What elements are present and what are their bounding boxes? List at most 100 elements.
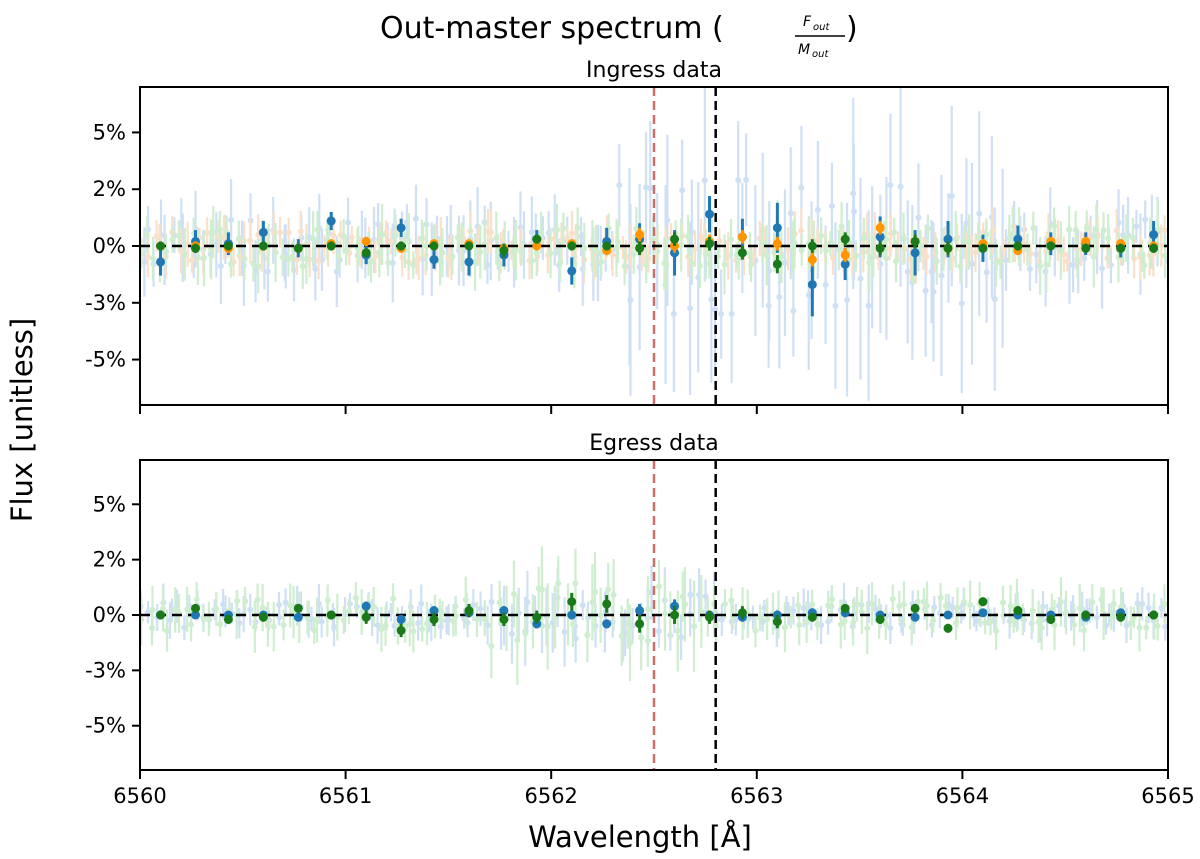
background-point xyxy=(311,627,318,634)
data-point xyxy=(567,266,577,276)
background-point xyxy=(315,257,322,264)
background-point xyxy=(1057,598,1064,605)
background-point xyxy=(696,262,703,269)
background-point xyxy=(725,252,732,259)
background-point xyxy=(379,231,386,238)
data-point xyxy=(705,239,715,249)
background-point xyxy=(287,602,294,609)
background-point xyxy=(160,605,167,612)
background-point xyxy=(721,600,728,607)
background-point xyxy=(569,230,576,237)
background-point xyxy=(236,620,243,627)
background-point xyxy=(791,240,798,247)
background-point xyxy=(175,232,182,239)
background-point xyxy=(1123,234,1130,241)
background-point xyxy=(477,248,484,255)
data-point xyxy=(1116,243,1126,253)
background-point xyxy=(415,255,422,262)
data-point xyxy=(807,255,817,265)
background-point xyxy=(735,177,742,184)
background-point xyxy=(854,601,861,608)
background-point xyxy=(728,236,735,243)
background-point xyxy=(869,600,876,607)
data-point xyxy=(567,241,577,251)
background-point xyxy=(205,615,212,622)
background-point xyxy=(514,637,521,644)
background-point xyxy=(896,603,903,610)
background-point xyxy=(389,260,396,267)
background-point xyxy=(418,600,425,607)
data-point xyxy=(396,223,406,233)
background-point xyxy=(314,226,321,233)
background-point xyxy=(293,256,300,263)
background-point xyxy=(997,259,1004,266)
background-point xyxy=(589,599,596,606)
background-point xyxy=(346,608,353,615)
background-point xyxy=(200,616,207,623)
background-point xyxy=(1145,604,1152,611)
y-tick-label: -3% xyxy=(85,291,126,315)
background-point xyxy=(805,292,812,299)
background-point xyxy=(718,310,725,317)
data-point xyxy=(499,606,509,616)
y-tick-label: -5% xyxy=(85,348,126,372)
background-point xyxy=(987,619,994,626)
background-point xyxy=(1141,262,1148,269)
background-point xyxy=(1133,223,1140,230)
background-point xyxy=(390,595,397,602)
background-point xyxy=(572,580,579,587)
panel-title-ingress: Ingress data xyxy=(586,58,722,83)
background-point xyxy=(1035,618,1042,625)
background-point xyxy=(891,229,898,236)
background-point xyxy=(194,254,201,261)
data-point xyxy=(464,257,474,267)
background-point xyxy=(691,245,698,252)
y-tick-label: 2% xyxy=(93,177,126,201)
background-point xyxy=(508,630,515,637)
background-point xyxy=(830,254,837,261)
data-point xyxy=(223,614,233,624)
data-point xyxy=(705,612,715,622)
background-point xyxy=(348,234,355,241)
background-point xyxy=(242,598,249,605)
background-point xyxy=(591,589,598,596)
background-point xyxy=(314,616,321,623)
background-point xyxy=(524,599,531,606)
background-point xyxy=(716,237,723,244)
background-point xyxy=(835,246,842,253)
background-point xyxy=(803,619,810,626)
title-fraction-denominator-sub: out xyxy=(812,49,829,60)
data-point xyxy=(293,612,303,622)
background-point xyxy=(169,236,176,243)
background-point xyxy=(387,238,394,245)
background-point xyxy=(678,634,685,641)
data-point xyxy=(156,610,166,620)
background-point xyxy=(973,618,980,625)
data-point xyxy=(978,243,988,253)
background-point xyxy=(418,235,425,242)
background-point xyxy=(141,258,148,265)
data-point xyxy=(737,232,747,242)
background-point xyxy=(1029,607,1036,614)
background-point xyxy=(948,193,955,200)
background-point xyxy=(247,237,254,244)
background-point xyxy=(814,206,821,213)
background-point xyxy=(1076,605,1083,612)
background-point xyxy=(838,223,845,230)
background-point xyxy=(385,259,392,266)
y-tick-label: -5% xyxy=(85,714,126,738)
chart-title-close: ) xyxy=(846,11,858,46)
background-point xyxy=(781,624,788,631)
data-point xyxy=(635,606,645,616)
background-point xyxy=(832,302,839,309)
background-point xyxy=(297,228,304,235)
background-point xyxy=(721,261,728,268)
background-point xyxy=(748,261,755,268)
background-point xyxy=(184,606,191,613)
background-point xyxy=(234,597,241,604)
background-point xyxy=(477,605,484,612)
background-point xyxy=(766,267,773,274)
background-point xyxy=(259,604,266,611)
background-point xyxy=(952,236,959,243)
background-point xyxy=(241,256,248,263)
